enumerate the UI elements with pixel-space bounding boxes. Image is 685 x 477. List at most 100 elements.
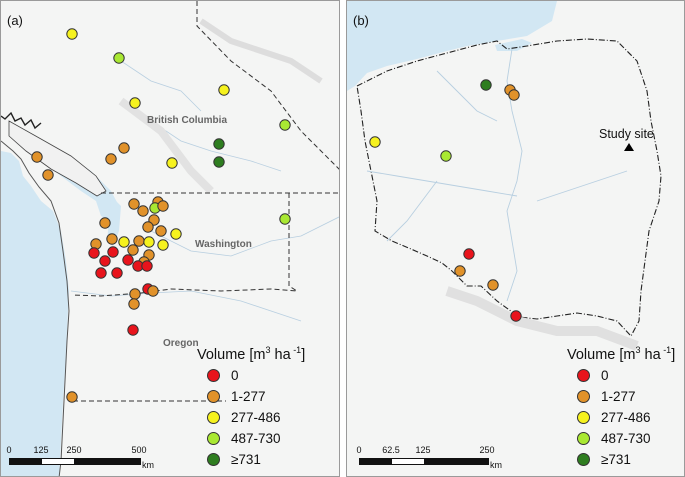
sample-point [127, 244, 139, 256]
scale-tick: 0 [6, 445, 12, 455]
legend-item: 1-277 [567, 386, 675, 407]
legend-item: 487-730 [197, 428, 305, 449]
terrain [199, 18, 323, 84]
sample-point [42, 169, 54, 181]
sample-point [31, 151, 43, 163]
sample-point [157, 239, 169, 251]
sample-points [31, 28, 291, 403]
coastline [1, 140, 70, 476]
sample-point [369, 136, 381, 148]
scale-bar: 0 125 250 500 km [6, 445, 154, 470]
scale-tick: 0 [356, 445, 362, 455]
state-border [72, 193, 298, 297]
legend-swatch [207, 389, 220, 403]
legend-item: 277-486 [197, 407, 305, 428]
river [436, 70, 498, 122]
sample-point [99, 217, 111, 229]
map-panel-a: (a) British Columbia Washington Oregon V… [0, 0, 340, 477]
map-panel-b: (b) Study site Volume [m3 ha -1] 0 1-277… [346, 0, 685, 477]
legend-swatch [207, 368, 220, 382]
sample-point [440, 150, 452, 162]
scale-tick: 62.5 [382, 445, 400, 455]
panel-label: (a) [7, 13, 23, 28]
sample-points [369, 79, 522, 322]
sample-point [118, 142, 130, 154]
river [70, 290, 302, 322]
map-a-canvas [1, 1, 339, 476]
legend-swatch [577, 389, 590, 403]
sample-point [129, 288, 141, 300]
sample-point [510, 310, 522, 322]
river [366, 170, 518, 197]
sample-point [170, 228, 182, 240]
legend: Volume [m3 ha -1] 0 1-277 277-486 487-73… [197, 345, 305, 470]
sample-point [155, 225, 167, 237]
legend-item: 487-730 [567, 428, 675, 449]
vistula-lagoon [495, 39, 532, 51]
sample-point [157, 200, 169, 212]
sample-point [463, 248, 475, 260]
legend-title: Volume [m3 ha -1] [197, 345, 306, 363]
terrain [445, 286, 639, 351]
terrain [118, 97, 214, 194]
legend-swatch [577, 452, 590, 466]
legend-title: Volume [m3 ha -1] [567, 345, 676, 363]
legend-item: 0 [567, 365, 675, 386]
scale-unit: km [490, 460, 502, 470]
scale-tick: 250 [66, 445, 82, 455]
legend-swatch [207, 431, 220, 445]
legend-item: 0 [197, 365, 305, 386]
sample-point [137, 205, 149, 217]
legend-item: ≥731 [567, 449, 675, 470]
study-site-marker [624, 143, 634, 151]
sample-point [279, 213, 291, 225]
sample-point [95, 267, 107, 279]
sample-point [166, 157, 178, 169]
river [386, 180, 438, 242]
place-label-washington: Washington [195, 239, 252, 250]
sample-point [127, 324, 139, 336]
place-label-british-columbia: British Columbia [147, 115, 228, 126]
fjord-coast [1, 111, 42, 130]
sample-point [129, 97, 141, 109]
legend-item: ≥731 [197, 449, 305, 470]
vancouver-island [8, 120, 107, 197]
panel-label: (b) [353, 13, 369, 28]
study-site-label: Study site [599, 127, 654, 141]
place-label-oregon: Oregon [163, 338, 199, 349]
legend-item: 277-486 [567, 407, 675, 428]
sample-point [88, 247, 100, 259]
sample-point [141, 260, 153, 272]
sample-point [128, 198, 140, 210]
sample-point [480, 79, 492, 91]
sample-point [143, 236, 155, 248]
sample-point [122, 254, 134, 266]
baltic-sea [347, 1, 557, 91]
sample-point [106, 233, 118, 245]
sample-point [133, 235, 145, 247]
pacific-ocean [1, 151, 69, 476]
sample-point [213, 156, 225, 168]
scale-bar: 0 62.5 125 250 km [356, 445, 502, 470]
sample-point [213, 138, 225, 150]
scale-tick: 250 [479, 445, 495, 455]
sample-point [128, 298, 140, 310]
legend-swatch [577, 431, 590, 445]
sample-point [487, 279, 499, 291]
map-b-canvas [347, 1, 662, 351]
scale-unit: km [142, 460, 154, 470]
river [150, 216, 339, 257]
sample-point [111, 267, 123, 279]
sample-point [66, 391, 78, 403]
puget-sound [107, 196, 121, 246]
legend-swatch [207, 452, 220, 466]
legend: Volume [m3 ha -1] 0 1-277 277-486 487-73… [567, 345, 675, 470]
scale-tick: 125 [33, 445, 49, 455]
sample-point [142, 221, 154, 233]
sample-point [218, 84, 230, 96]
country-border [356, 38, 662, 337]
river [120, 60, 202, 112]
sample-point [105, 153, 117, 165]
sample-point [66, 28, 78, 40]
legend-swatch [207, 410, 220, 424]
